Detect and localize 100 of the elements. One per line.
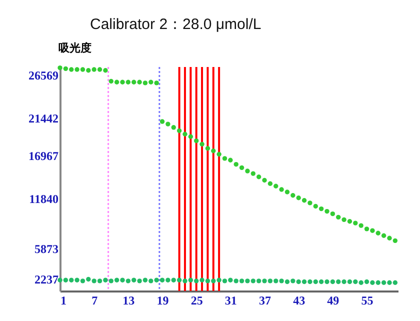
point	[137, 278, 142, 284]
point	[120, 278, 125, 282]
point	[120, 80, 125, 84]
y-tick-label: 5873	[34, 242, 58, 256]
point	[114, 80, 120, 84]
point	[347, 219, 352, 224]
point	[302, 198, 307, 203]
x-tick-label: 19	[156, 294, 169, 308]
point	[387, 280, 392, 285]
point	[166, 122, 170, 126]
point	[63, 278, 68, 282]
point	[262, 178, 267, 183]
point	[74, 278, 80, 282]
point	[302, 279, 307, 284]
point	[86, 68, 91, 73]
point	[330, 211, 336, 216]
point	[216, 152, 222, 157]
point	[324, 208, 330, 214]
point	[318, 279, 324, 284]
x-tick-label: 31	[224, 294, 237, 308]
point	[132, 80, 136, 84]
x-tick-label: 55	[361, 294, 374, 308]
point	[97, 278, 102, 284]
point	[148, 278, 154, 284]
point	[114, 278, 120, 282]
point	[274, 278, 278, 284]
point	[211, 278, 216, 284]
point	[347, 279, 352, 284]
point	[216, 278, 222, 282]
point	[176, 278, 182, 282]
point	[392, 280, 398, 285]
point	[296, 279, 301, 284]
point	[160, 278, 165, 282]
x-tick-label: 43	[293, 294, 306, 308]
point	[284, 279, 290, 284]
point	[358, 223, 364, 228]
point	[205, 146, 210, 151]
point	[342, 217, 346, 222]
point	[324, 279, 330, 284]
point	[211, 148, 216, 154]
point	[188, 134, 193, 139]
point	[142, 80, 148, 86]
point	[58, 66, 62, 70]
y-tick-label: 2237	[34, 272, 58, 286]
point	[92, 278, 96, 284]
point	[370, 280, 375, 285]
point	[205, 278, 210, 284]
point	[290, 193, 296, 198]
point	[194, 138, 199, 144]
point	[336, 214, 341, 220]
point	[222, 156, 228, 161]
point	[166, 278, 170, 282]
point	[63, 66, 68, 72]
point	[268, 278, 273, 284]
point	[370, 228, 375, 233]
point	[308, 279, 312, 284]
point	[381, 233, 386, 238]
point	[86, 276, 91, 282]
point	[74, 67, 80, 72]
point	[92, 67, 96, 72]
point	[245, 278, 250, 284]
point	[239, 165, 244, 170]
point	[353, 279, 358, 284]
point	[376, 230, 380, 236]
point	[296, 196, 301, 200]
point	[176, 128, 182, 134]
point	[262, 278, 267, 284]
point	[290, 278, 296, 284]
y-tick-label: 11840	[29, 192, 58, 206]
point	[234, 162, 238, 167]
point	[182, 132, 188, 136]
point	[228, 278, 233, 282]
point	[234, 278, 238, 284]
point	[358, 280, 364, 285]
point	[97, 67, 102, 72]
point	[245, 168, 250, 174]
point	[353, 220, 358, 226]
point	[274, 184, 278, 188]
point	[313, 279, 318, 284]
y-axis-title: 吸光度	[58, 42, 92, 54]
x-tick-label: 49	[327, 294, 340, 308]
point	[222, 278, 228, 284]
point	[364, 226, 370, 232]
point	[188, 278, 193, 282]
point	[160, 119, 165, 124]
point	[318, 206, 324, 212]
point	[376, 280, 380, 285]
point	[108, 278, 114, 284]
point	[137, 80, 142, 84]
point	[342, 279, 346, 284]
point	[256, 174, 262, 180]
y-tick-label: 26569	[28, 68, 58, 82]
point	[80, 67, 86, 72]
point	[308, 200, 312, 206]
point	[387, 236, 392, 240]
x-tick-label: 1	[60, 294, 66, 308]
point	[279, 187, 284, 192]
point	[381, 280, 386, 285]
point	[194, 278, 199, 284]
point	[336, 279, 341, 284]
